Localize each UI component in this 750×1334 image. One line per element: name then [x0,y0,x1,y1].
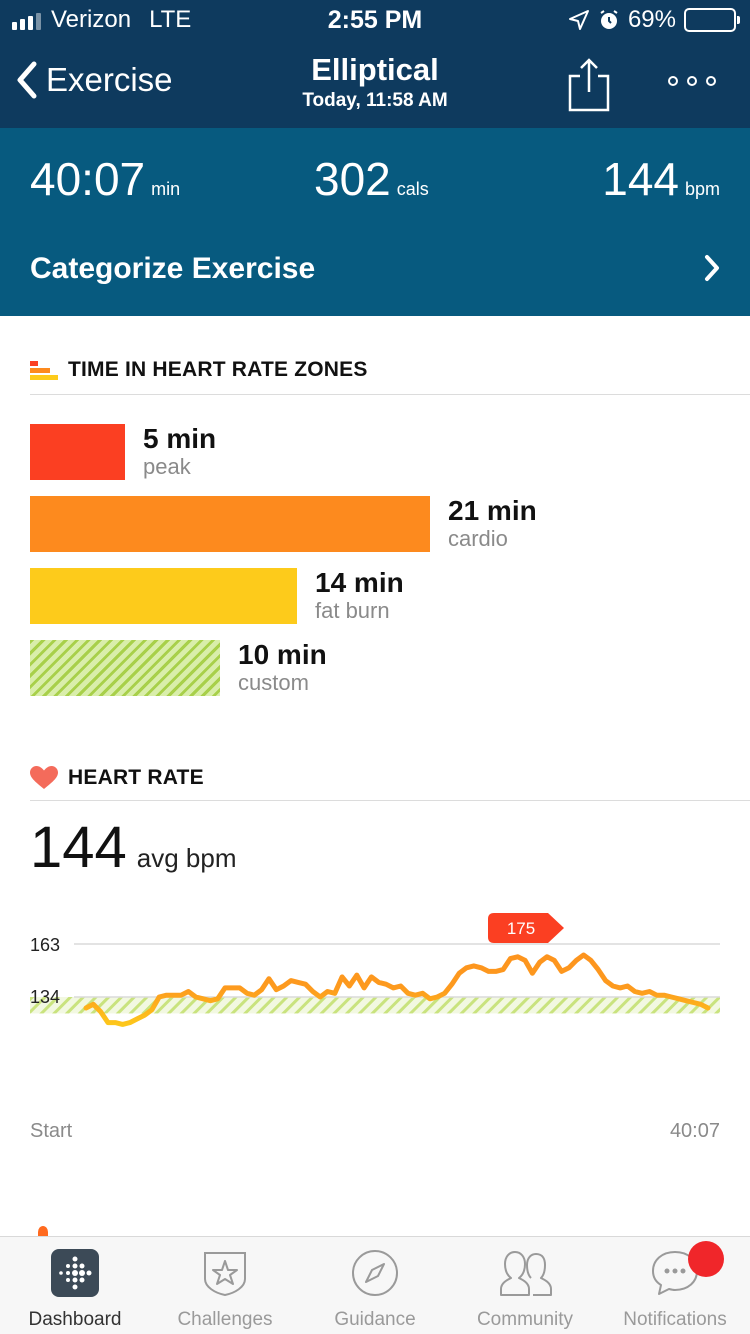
y-tick-label: 134 [30,987,60,1007]
carrier-label: Verizon [51,6,132,33]
zone-minutes: 21 min [448,495,537,526]
status-bar: Verizon LTE 2:55 PM 69% [0,0,750,40]
zone-name: fat burn [315,598,390,623]
zone-bar-cardio [30,496,430,552]
zone-name: cardio [448,526,508,551]
alarm-clock-icon [600,10,618,29]
peak-bubble [488,913,564,943]
tab-label: Community [476,1309,574,1330]
heart-rate-value: 144 [602,153,679,205]
heart-rate-chart: 163 134 175 [30,913,720,1027]
zone-bar-fat-burn [30,568,297,624]
tab-dashboard[interactable]: Dashboard [0,1237,150,1334]
compass-icon [352,1250,398,1296]
tab-community[interactable]: Community [450,1237,600,1334]
duration-unit: min [151,179,181,199]
battery-icon [684,8,740,32]
zone-label-cardio: 21 min cardio [448,496,537,552]
page-subtitle: Today, 11:58 AM [302,90,448,111]
flame-icon [38,1226,48,1238]
exercise-summary: 40:07 min 302 cals 144 bpm Categorize Ex… [0,128,750,316]
zone-bar-peak [30,424,125,480]
tab-label: Challenges [177,1309,273,1330]
tab-label: Dashboard [28,1309,122,1330]
tab-guidance[interactable]: Guidance [300,1237,450,1334]
status-time: 2:55 PM [327,6,423,34]
zone-name: peak [143,454,191,479]
heart-rate-title: HEART RATE [68,766,204,789]
x-start-label: Start [30,1120,73,1142]
share-button[interactable] [566,56,612,117]
avg-bpm-value: 144 [30,815,127,880]
zone-name: custom [238,670,309,695]
peak-marker: 175 [488,913,564,943]
share-icon [568,58,610,112]
more-dot-icon [706,76,716,86]
page-title: Elliptical [311,52,439,87]
heart-rate-stat: 144 bpm [602,152,720,206]
status-left: Verizon LTE [12,6,191,34]
tab-challenges[interactable]: Challenges [150,1237,300,1334]
back-label: Exercise [46,61,173,98]
status-right: 69% [568,6,740,34]
battery-percent: 69% [627,6,676,33]
nav-title-block: Elliptical Today, 11:58 AM [0,52,750,112]
duration-stat: 40:07 min [30,152,180,206]
chevron-right-icon [705,255,719,281]
zone-label-peak: 5 min peak [143,424,216,480]
tab-bar: Dashboard Challenges Guidance Community … [0,1236,750,1334]
heart-rate-line [83,952,711,1027]
zone-bar-custom [30,640,220,696]
categorize-label: Categorize Exercise [30,252,316,285]
network-label: LTE [149,6,192,33]
people-icon [500,1251,552,1296]
signal-icon [12,10,41,30]
zone-label-fat-burn: 14 min fat burn [315,568,404,624]
y-tick-label: 163 [30,935,60,955]
chevron-left-icon [17,61,37,99]
calories-value: 302 [314,153,391,205]
x-end-label: 40:07 [669,1120,720,1142]
back-button[interactable]: Exercise [16,60,173,100]
avg-bpm-unit: avg bpm [136,843,237,873]
average-heart-rate: 144 avg bpm [30,814,237,881]
calories-stat: 302 cals [314,152,429,206]
tab-label: Guidance [334,1309,416,1330]
zones-icon [30,361,58,380]
zones-title: TIME IN HEART RATE ZONES [68,358,368,381]
more-dot-icon [668,76,678,86]
zones-header: TIME IN HEART RATE ZONES [30,358,368,382]
tab-label: Notifications [623,1309,727,1330]
tab-notifications[interactable]: Notifications [600,1237,750,1334]
zone-minutes: 10 min [238,639,327,670]
heart-rate-unit: bpm [684,179,720,199]
calories-unit: cals [396,179,429,199]
more-options-button[interactable] [668,76,716,86]
zones-divider [30,394,750,395]
peak-value: 175 [507,919,535,938]
nav-bar: Exercise Elliptical Today, 11:58 AM [0,40,750,128]
zone-label-custom: 10 min custom [238,640,327,696]
zone-minutes: 14 min [315,567,404,598]
heart-icon [30,766,58,789]
categorize-exercise-row[interactable]: Categorize Exercise [30,252,720,286]
heart-rate-divider [30,800,750,801]
duration-value: 40:07 [30,153,146,205]
star-badge-icon [204,1252,246,1297]
location-arrow-icon [568,10,589,30]
custom-zone-band [30,997,720,1014]
more-dot-icon [687,76,697,86]
notification-badge [688,1241,724,1277]
heart-rate-header: HEART RATE [30,766,204,790]
zone-minutes: 5 min [143,423,217,454]
dashboard-icon [51,1249,99,1297]
